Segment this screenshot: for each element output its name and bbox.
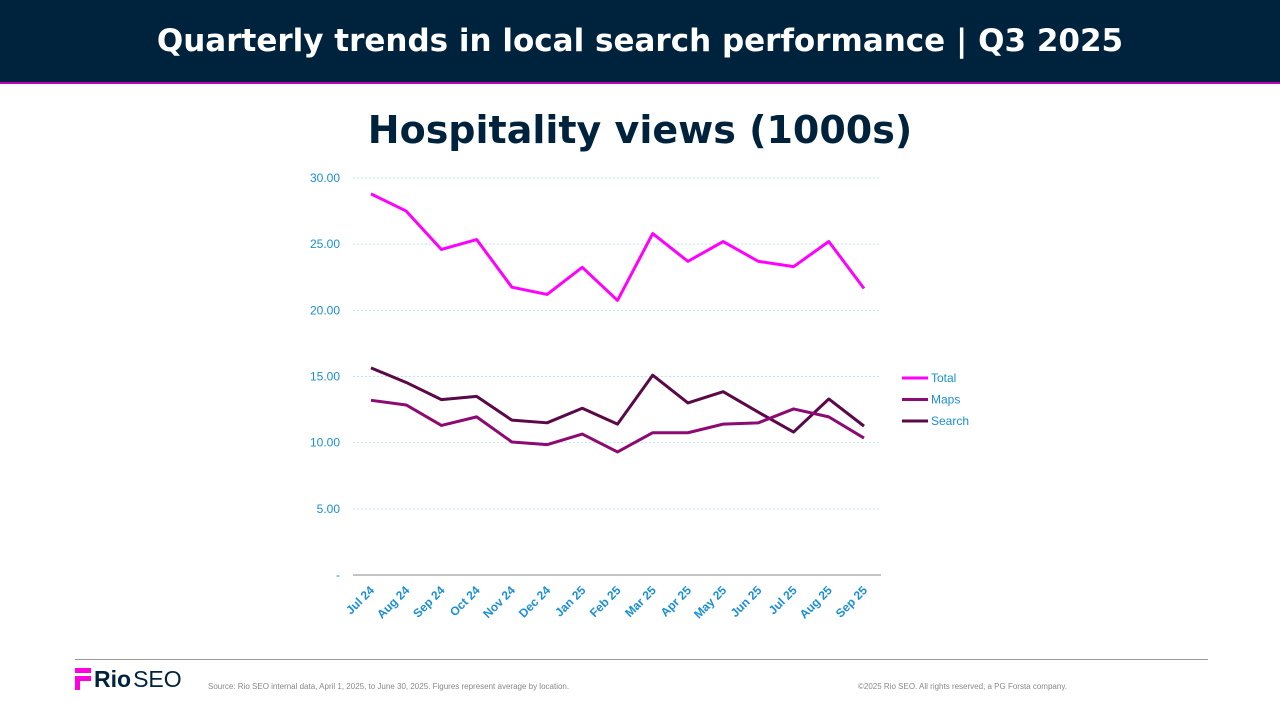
x-tick-label: Mar 25 bbox=[622, 583, 659, 620]
x-tick-label: Feb 25 bbox=[587, 583, 624, 620]
copyright: ©2025 Rio SEO. All rights reserved, a PG… bbox=[858, 682, 1067, 691]
chart-title: Hospitality views (1000s) bbox=[367, 108, 913, 152]
series-line-maps bbox=[370, 398, 865, 454]
y-tick-label: 15.00 bbox=[310, 370, 340, 384]
y-tick-label: 5.00 bbox=[317, 502, 341, 516]
legend-label-maps: Maps bbox=[931, 393, 960, 407]
footer-divider bbox=[75, 659, 1208, 660]
y-tick-label: - bbox=[336, 568, 340, 582]
y-tick-label: 25.00 bbox=[310, 237, 340, 251]
x-tick-label: Aug 25 bbox=[797, 583, 835, 621]
header-banner: Quarterly trends in local search perform… bbox=[0, 0, 1280, 84]
source-note: Source: Rio SEO internal data, April 1, … bbox=[208, 682, 570, 691]
series-line-total bbox=[370, 192, 866, 302]
x-tick-label: Aug 24 bbox=[374, 583, 412, 621]
x-tick-label: Dec 24 bbox=[516, 583, 553, 620]
header-title: Quarterly trends in local search perform… bbox=[156, 23, 1124, 59]
x-tick-label: Sep 25 bbox=[833, 583, 870, 620]
x-tick-label: Jul 25 bbox=[766, 583, 800, 617]
x-tick-label: Jan 25 bbox=[552, 583, 589, 620]
x-tick-label: Oct 24 bbox=[447, 583, 483, 619]
x-tick-label: Apr 25 bbox=[658, 583, 695, 620]
x-tick-label: Jul 24 bbox=[343, 583, 377, 617]
y-tick-label: 20.00 bbox=[310, 303, 340, 317]
logo-mark-icon bbox=[75, 668, 91, 690]
legend-label-total: Total bbox=[931, 371, 956, 385]
x-tick-label: Sep 24 bbox=[410, 583, 447, 620]
rio-seo-logo: Rio SEO bbox=[75, 666, 182, 692]
y-tick-label: 30.00 bbox=[310, 171, 340, 185]
x-tick-label: Nov 24 bbox=[480, 583, 518, 621]
x-tick-label: May 25 bbox=[691, 583, 729, 621]
y-tick-label: 10.00 bbox=[310, 436, 340, 450]
legend-label-search: Search bbox=[931, 414, 969, 428]
series-line-search bbox=[370, 366, 865, 434]
x-tick-label: Jun 25 bbox=[728, 583, 765, 620]
